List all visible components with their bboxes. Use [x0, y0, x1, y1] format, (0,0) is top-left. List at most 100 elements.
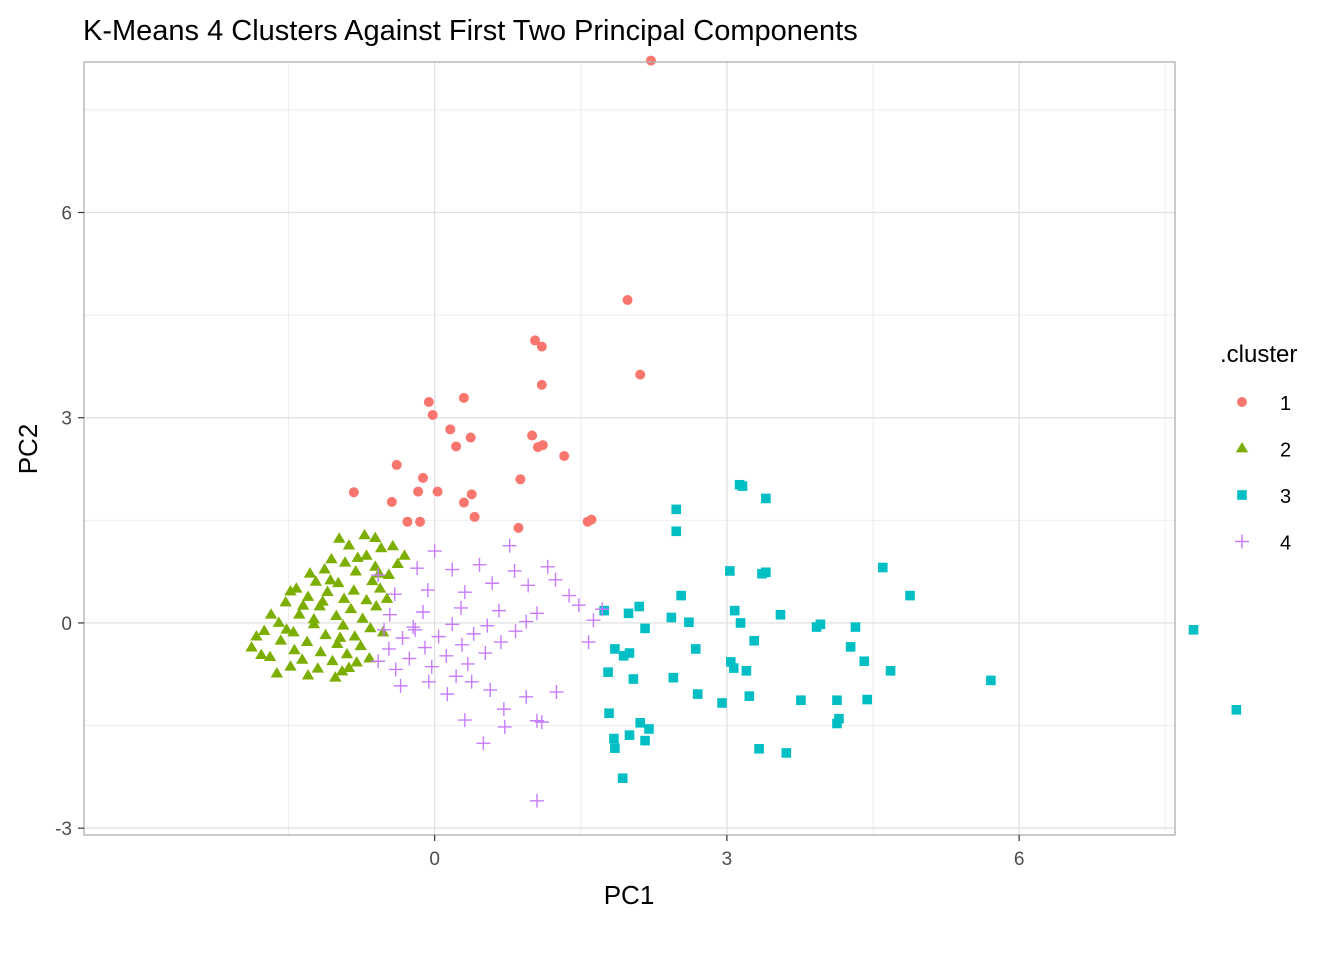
point-cluster-2: [293, 608, 306, 619]
point-cluster-4: [529, 606, 544, 621]
point-cluster-2: [360, 593, 373, 605]
legend-label: 1: [1280, 393, 1291, 415]
plot-border: [83, 61, 1176, 836]
point-cluster-2: [264, 608, 278, 619]
point-cluster-1: [645, 55, 656, 66]
point-cluster-3: [986, 675, 996, 686]
point-cluster-3: [604, 708, 614, 719]
point-cluster-4: [453, 600, 468, 615]
point-cluster-1: [451, 441, 462, 452]
point-cluster-3: [905, 590, 915, 601]
point-cluster-4: [493, 635, 508, 650]
point-cluster-3: [676, 590, 686, 601]
point-cluster-3: [624, 648, 635, 658]
point-cluster-3: [832, 718, 842, 729]
point-cluster-2: [272, 616, 285, 627]
point-cluster-2: [373, 582, 387, 593]
data-points: [245, 55, 1242, 808]
point-cluster-2: [280, 623, 293, 634]
point-cluster-3: [725, 566, 735, 576]
point-cluster-4: [415, 604, 430, 619]
point-cluster-2: [245, 641, 258, 652]
grid-major: [84, 62, 1175, 835]
point-cluster-4: [521, 578, 536, 593]
y-tick-label: 6: [61, 203, 72, 224]
point-cluster-3: [726, 657, 736, 667]
point-cluster-3: [628, 674, 639, 684]
x-tick-label: 0: [429, 849, 440, 870]
point-cluster-4: [387, 587, 402, 602]
point-cluster-4: [534, 715, 549, 730]
y-tick-label: 3: [61, 409, 72, 430]
point-cluster-4: [377, 622, 392, 637]
legend-label: 2: [1280, 440, 1291, 462]
point-cluster-2: [301, 669, 315, 680]
legend-items: 1 2 3 4: [1235, 393, 1291, 555]
point-cluster-3: [692, 689, 703, 699]
point-cluster-4: [466, 626, 481, 641]
point-cluster-3: [609, 733, 619, 744]
point-cluster-2: [354, 639, 367, 651]
point-cluster-4: [388, 662, 403, 677]
point-cluster-2: [380, 592, 394, 603]
point-cluster-1: [530, 335, 541, 346]
point-cluster-2: [301, 590, 315, 601]
point-cluster-1: [423, 396, 434, 407]
legend-title: .cluster: [1220, 341, 1297, 368]
point-cluster-3: [859, 656, 870, 667]
point-cluster-4: [457, 713, 472, 728]
point-cluster-3: [728, 663, 739, 673]
point-cluster-4: [431, 629, 446, 644]
point-cluster-3: [761, 567, 771, 578]
point-cluster-4: [502, 538, 517, 553]
point-cluster-3: [729, 605, 740, 616]
point-cluster-4: [395, 630, 410, 645]
point-cluster-4: [507, 563, 522, 578]
point-cluster-4: [371, 568, 386, 583]
chart-title: K-Means 4 Clusters Against First Two Pri…: [83, 15, 858, 47]
point-cluster-1: [413, 486, 424, 497]
point-cluster-1: [427, 409, 438, 420]
point-cluster-1: [458, 392, 469, 403]
point-cluster-2: [386, 539, 399, 551]
point-cluster-4: [478, 646, 493, 661]
point-cluster-4: [548, 572, 563, 587]
point-cluster-2: [324, 574, 337, 585]
point-cluster-2: [337, 592, 351, 603]
point-cluster-4: [491, 603, 506, 618]
point-cluster-4: [445, 562, 460, 577]
point-cluster-2: [347, 584, 361, 595]
point-cluster-2: [258, 624, 271, 636]
point-cluster-2: [348, 630, 361, 641]
point-cluster-3: [741, 666, 752, 676]
point-cluster-3: [796, 695, 806, 706]
point-cluster-2: [330, 609, 343, 620]
point-cluster-3: [781, 748, 792, 758]
point-cluster-2: [338, 556, 352, 567]
point-cluster-2: [311, 662, 324, 673]
y-axis-ticks: -3 0 3 6: [55, 203, 84, 840]
point-cluster-1: [465, 432, 476, 443]
point-cluster-2: [376, 626, 390, 637]
point-cluster-3: [610, 644, 620, 654]
point-cluster-4: [496, 702, 511, 717]
legend-item-3: 3: [1237, 486, 1291, 508]
point-cluster-3: [754, 744, 764, 754]
point-cluster-2: [391, 557, 404, 569]
point-cluster-1: [348, 487, 359, 498]
point-cluster-3: [735, 618, 746, 628]
y-axis-label: PC2: [13, 424, 43, 475]
point-cluster-1: [391, 459, 402, 470]
point-cluster-4: [417, 640, 432, 655]
point-cluster-4: [508, 624, 523, 639]
point-cluster-2: [318, 563, 331, 574]
point-cluster-1: [536, 341, 547, 352]
point-cluster-4: [485, 576, 500, 591]
point-cluster-4: [472, 557, 487, 572]
point-cluster-2: [331, 637, 344, 649]
point-cluster-3: [684, 617, 694, 628]
point-cluster-1: [445, 424, 456, 435]
point-cluster-1: [415, 516, 426, 527]
point-cluster-1: [458, 497, 469, 508]
point-cluster-2: [270, 667, 284, 678]
